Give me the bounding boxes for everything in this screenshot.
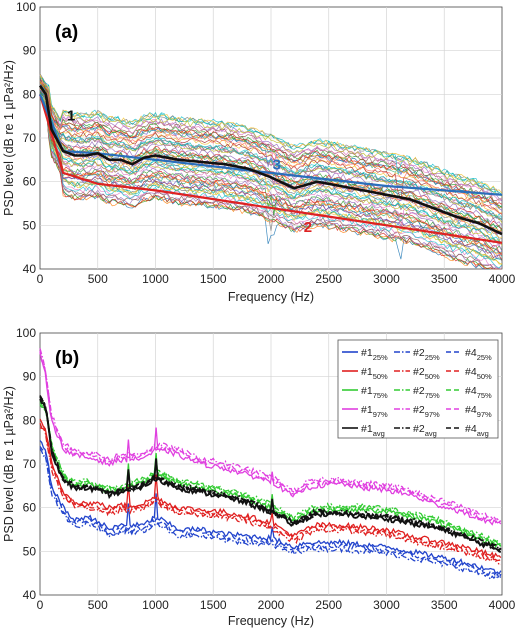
x-tick-label: 0 <box>37 272 44 286</box>
panel-b: 0 500 1000 1500 2000 2500 3000 3500 4000 40 50 60 70… <box>2 326 516 628</box>
spectrum-line <box>39 91 503 269</box>
ticks-a: 0 500 1000 1500 2000 2500 3000 3500 4000 40 50 60 70… <box>16 0 516 286</box>
x-tick-label: 2000 <box>258 598 285 612</box>
spectrum-line <box>39 88 503 255</box>
panel-a: 0 500 1000 1500 2000 2500 3000 3500 4000 40 50 60 70… <box>2 0 516 304</box>
y-axis-title-b: PSD level (dB re 1 µPa²/Hz) <box>2 386 16 542</box>
annotation-label: 3 <box>273 156 281 173</box>
panel-label-a: (a) <box>55 22 78 43</box>
spectrum-line <box>39 97 502 270</box>
annotations-a: 1 2 3 <box>67 108 312 236</box>
series-line <box>39 398 501 545</box>
panel-label-b: (b) <box>55 348 79 369</box>
legend-box <box>337 339 499 439</box>
series-lines-b <box>39 348 502 581</box>
y-axis-title-a: PSD level (dB re 1 µPa²/Hz) <box>2 60 16 216</box>
spectrum-line <box>39 83 503 230</box>
y-tick-label: 100 <box>16 326 36 340</box>
y-tick-label: 60 <box>23 175 37 189</box>
x-tick-label: 1000 <box>142 272 169 286</box>
x-tick-label: 500 <box>88 272 108 286</box>
y-tick-label: 40 <box>23 262 37 276</box>
y-tick-label: 50 <box>23 544 37 558</box>
spectrum-line <box>39 87 503 245</box>
x-tick-label: 1500 <box>200 272 227 286</box>
x-tick-label: 1500 <box>200 598 227 612</box>
x-tick-label: 500 <box>88 598 108 612</box>
spectrum-line <box>39 79 503 221</box>
series-line <box>39 422 502 563</box>
spectrum-line <box>39 77 503 215</box>
spectrum-line <box>39 82 503 214</box>
x-axis-title-a: Frequency (Hz) <box>228 290 314 304</box>
x-tick-label: 0 <box>37 598 44 612</box>
spectrum-line <box>39 84 503 220</box>
annotation-label: 2 <box>304 219 312 236</box>
series-line <box>39 418 502 559</box>
series-lines-a <box>38 84 503 244</box>
spectrum-line <box>39 91 503 266</box>
y-tick-label: 90 <box>23 370 37 384</box>
spectrum-line <box>39 80 503 215</box>
x-tick-label: 4000 <box>489 272 516 286</box>
series-line <box>39 427 501 566</box>
y-tick-label: 90 <box>23 44 37 58</box>
series-line <box>39 350 502 524</box>
x-tick-label: 2500 <box>315 272 342 286</box>
spectrum-line <box>39 79 503 205</box>
spectrum-line <box>39 88 503 252</box>
spectrum-line <box>39 74 503 202</box>
series-line-2 <box>38 93 503 244</box>
y-tick-label: 40 <box>23 588 37 602</box>
spectrum-line <box>39 80 503 208</box>
legend-b: #125% #225% #425%#150% #250% #450%#175% #275%… <box>337 339 499 439</box>
y-tick-label: 70 <box>23 457 37 471</box>
spectrum-line <box>39 84 503 227</box>
ticks-b: 0 500 1000 1500 2000 2500 3000 3500 4000 40 50 60 70… <box>16 326 516 612</box>
x-tick-label: 3500 <box>431 272 458 286</box>
x-tick-label: 2000 <box>258 272 285 286</box>
series-line <box>39 398 502 553</box>
x-tick-label: 3000 <box>373 272 400 286</box>
x-tick-label: 3000 <box>373 598 400 612</box>
y-tick-label: 100 <box>16 0 36 14</box>
annotation-label: 1 <box>67 108 75 125</box>
y-tick-label: 70 <box>23 131 37 145</box>
series-line-3 <box>38 93 503 196</box>
spectrum-line <box>39 96 502 270</box>
x-tick-label: 2500 <box>315 598 342 612</box>
y-tick-label: 80 <box>23 87 37 101</box>
spectrum-line <box>39 92 503 251</box>
series-line <box>39 396 502 552</box>
spectrum-line <box>39 83 503 240</box>
spectrum-line <box>39 74 503 194</box>
series-line <box>39 448 501 581</box>
x-tick-label: 4000 <box>489 598 516 612</box>
series-line <box>39 352 502 526</box>
y-tick-label: 50 <box>23 218 37 232</box>
y-tick-label: 80 <box>23 413 37 427</box>
x-tick-label: 1000 <box>142 598 169 612</box>
y-tick-label: 60 <box>23 501 37 515</box>
series-line-1 <box>38 84 503 236</box>
series-line <box>39 440 502 575</box>
series-line <box>39 395 502 552</box>
series-line <box>39 446 502 581</box>
series-line <box>39 348 501 523</box>
spectrum-line <box>39 88 503 238</box>
x-axis-title-b: Frequency (Hz) <box>228 614 314 628</box>
x-tick-label: 3500 <box>431 598 458 612</box>
